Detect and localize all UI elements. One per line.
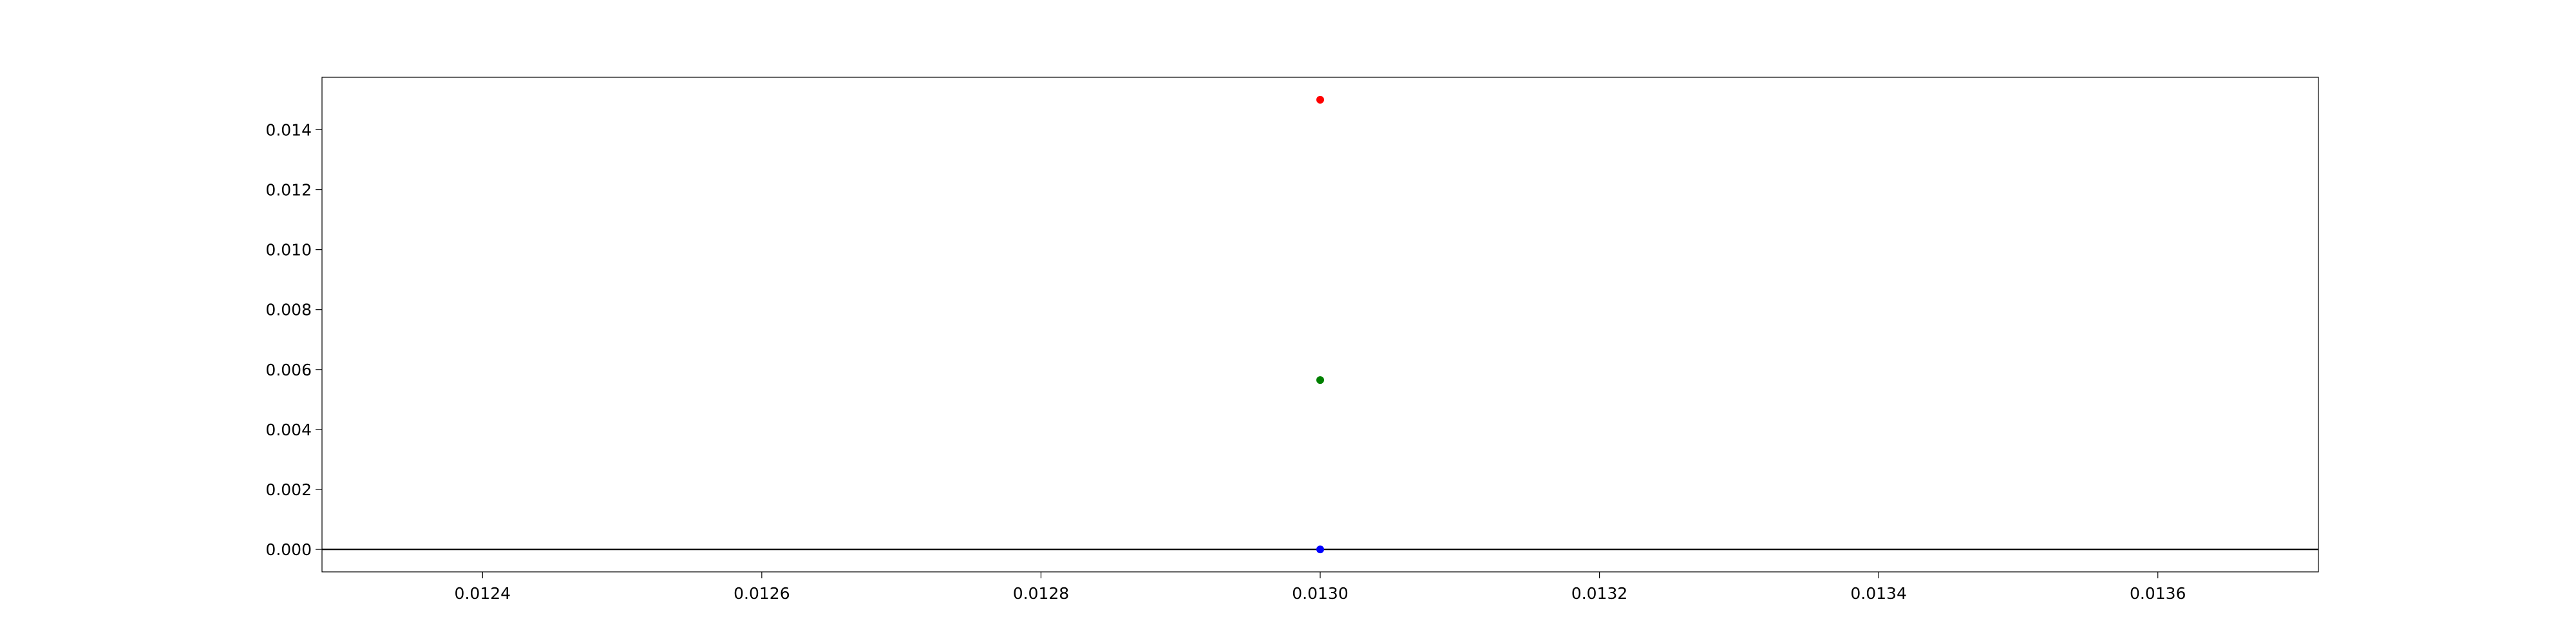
y-tick-label: 0.002: [265, 480, 312, 499]
data-points: [1316, 95, 1324, 554]
y-axis-ticks: 0.000 0.002 0.004 0.006 0.008 0.010 0.012 0.014: [265, 120, 322, 559]
data-point-series-2: [1316, 545, 1324, 554]
data-point-series-1: [1316, 376, 1324, 384]
y-tick-label: 0.014: [265, 120, 312, 139]
y-tick-label: 0.000: [265, 540, 312, 559]
y-tick-label: 0.004: [265, 421, 312, 439]
y-tick-label: 0.006: [265, 361, 312, 379]
x-tick-label: 0.0128: [1013, 584, 1069, 603]
x-tick-label: 0.0124: [455, 584, 511, 603]
x-tick-label: 0.0132: [1571, 584, 1627, 603]
x-axis-ticks: 0.0124 0.0126 0.0128 0.0130 0.0132 0.0134 0.01…: [455, 572, 2186, 603]
x-tick-label: 0.0126: [734, 584, 790, 603]
y-tick-label: 0.012: [265, 181, 312, 200]
x-tick-label: 0.0136: [2130, 584, 2186, 603]
data-point-series-0: [1316, 95, 1324, 104]
y-tick-label: 0.008: [265, 301, 312, 319]
x-tick-label: 0.0134: [1850, 584, 1906, 603]
y-tick-label: 0.010: [265, 241, 312, 260]
x-tick-label: 0.0130: [1292, 584, 1348, 603]
